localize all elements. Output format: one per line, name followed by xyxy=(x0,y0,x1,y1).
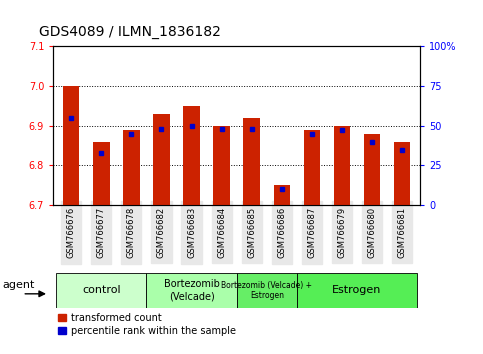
Text: GDS4089 / ILMN_1836182: GDS4089 / ILMN_1836182 xyxy=(39,25,221,39)
Legend: transformed count, percentile rank within the sample: transformed count, percentile rank withi… xyxy=(58,313,236,336)
Text: Estrogen: Estrogen xyxy=(332,285,382,295)
Bar xyxy=(183,106,200,205)
Text: Bortezomib
(Velcade): Bortezomib (Velcade) xyxy=(164,279,219,301)
Bar xyxy=(394,142,411,205)
Text: control: control xyxy=(82,285,121,295)
Bar xyxy=(63,86,80,205)
Bar xyxy=(153,114,170,205)
Bar xyxy=(237,273,297,308)
Text: agent: agent xyxy=(3,280,35,290)
Bar xyxy=(56,273,146,308)
Bar xyxy=(273,185,290,205)
Bar xyxy=(213,126,230,205)
Bar xyxy=(364,134,380,205)
Text: Bortezomib (Velcade) +
Estrogen: Bortezomib (Velcade) + Estrogen xyxy=(221,281,312,300)
Bar xyxy=(334,126,350,205)
Bar xyxy=(297,273,417,308)
Bar xyxy=(304,130,320,205)
Bar xyxy=(243,118,260,205)
Bar xyxy=(123,130,140,205)
Bar xyxy=(93,142,110,205)
Bar xyxy=(146,273,237,308)
